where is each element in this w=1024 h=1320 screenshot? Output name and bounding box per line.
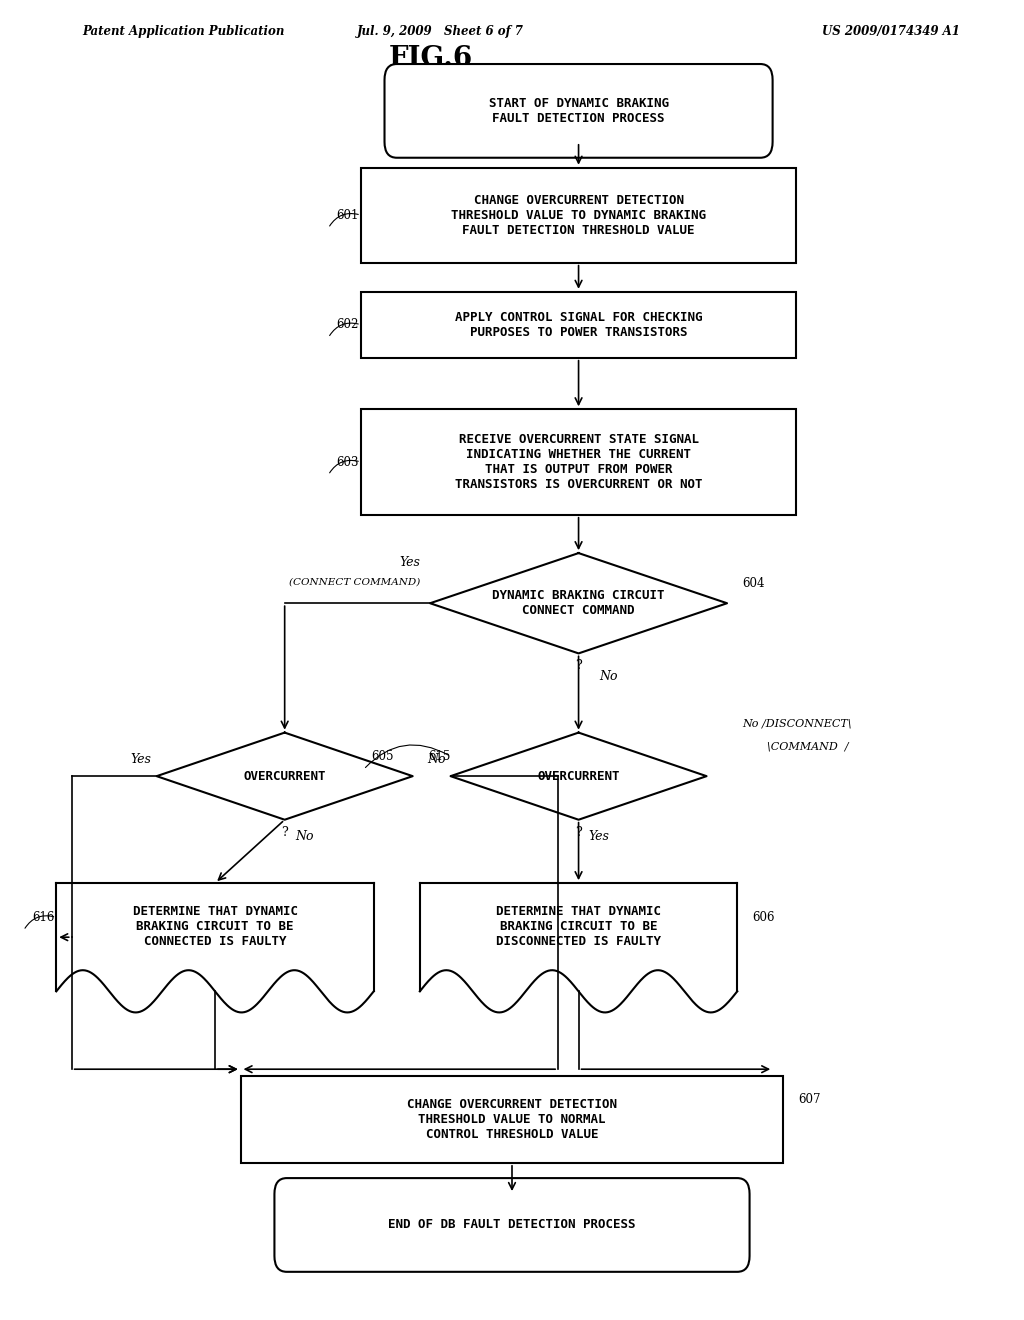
Text: 607: 607 [799,1093,821,1106]
Text: 602: 602 [337,318,358,331]
Text: START OF DYNAMIC BRAKING
FAULT DETECTION PROCESS: START OF DYNAMIC BRAKING FAULT DETECTION… [488,96,669,125]
Text: DETERMINE THAT DYNAMIC
BRAKING CIRCUIT TO BE
CONNECTED IS FAULTY: DETERMINE THAT DYNAMIC BRAKING CIRCUIT T… [132,906,298,948]
Text: OVERCURRENT: OVERCURRENT [538,770,620,783]
Bar [360,292,796,358]
Bar [241,1076,783,1163]
Text: ?: ? [575,659,582,672]
Text: Jul. 9, 2009   Sheet 6 of 7: Jul. 9, 2009 Sheet 6 of 7 [357,25,523,38]
Text: No: No [599,669,617,682]
Text: No: No [295,829,313,842]
Text: ?: ? [282,825,288,838]
Text: 604: 604 [742,577,765,590]
Bar [360,409,796,515]
Polygon shape [56,883,374,991]
Text: 615: 615 [428,750,451,763]
Polygon shape [451,733,707,820]
Polygon shape [430,553,727,653]
Text: No /DISCONNECT\: No /DISCONNECT\ [742,718,852,729]
Text: DETERMINE THAT DYNAMIC
BRAKING CIRCUIT TO BE
DISCONNECTED IS FAULTY: DETERMINE THAT DYNAMIC BRAKING CIRCUIT T… [496,906,662,948]
Text: ?: ? [575,825,582,838]
Text: (CONNECT COMMAND): (CONNECT COMMAND) [289,578,420,587]
FancyBboxPatch shape [384,63,772,158]
Text: 616: 616 [32,911,54,924]
Text: FIG.6: FIG.6 [389,45,473,71]
Text: 606: 606 [753,911,775,924]
Text: No: No [427,752,445,766]
Bar [360,168,796,263]
Text: DYNAMIC BRAKING CIRCUIT
CONNECT COMMAND: DYNAMIC BRAKING CIRCUIT CONNECT COMMAND [493,589,665,618]
Text: RECEIVE OVERCURRENT STATE SIGNAL
INDICATING WHETHER THE CURRENT
THAT IS OUTPUT F: RECEIVE OVERCURRENT STATE SIGNAL INDICAT… [455,433,702,491]
Text: 603: 603 [337,455,358,469]
Text: CHANGE OVERCURRENT DETECTION
THRESHOLD VALUE TO DYNAMIC BRAKING
FAULT DETECTION : CHANGE OVERCURRENT DETECTION THRESHOLD V… [451,194,707,236]
Text: APPLY CONTROL SIGNAL FOR CHECKING
PURPOSES TO POWER TRANSISTORS: APPLY CONTROL SIGNAL FOR CHECKING PURPOS… [455,310,702,339]
Text: END OF DB FAULT DETECTION PROCESS: END OF DB FAULT DETECTION PROCESS [388,1218,636,1232]
Text: Yes: Yes [589,829,609,842]
Text: 605: 605 [372,750,394,763]
Polygon shape [157,733,413,820]
FancyBboxPatch shape [274,1177,750,1272]
Text: CHANGE OVERCURRENT DETECTION
THRESHOLD VALUE TO NORMAL
CONTROL THRESHOLD VALUE: CHANGE OVERCURRENT DETECTION THRESHOLD V… [407,1098,617,1140]
Text: \COMMAND  /: \COMMAND / [753,742,848,752]
Text: Yes: Yes [131,752,152,766]
Text: Patent Application Publication: Patent Application Publication [82,25,285,38]
Text: US 2009/0174349 A1: US 2009/0174349 A1 [822,25,959,38]
Polygon shape [420,883,737,991]
Text: 601: 601 [337,209,358,222]
Text: OVERCURRENT: OVERCURRENT [244,770,326,783]
Text: Yes: Yes [399,556,420,569]
